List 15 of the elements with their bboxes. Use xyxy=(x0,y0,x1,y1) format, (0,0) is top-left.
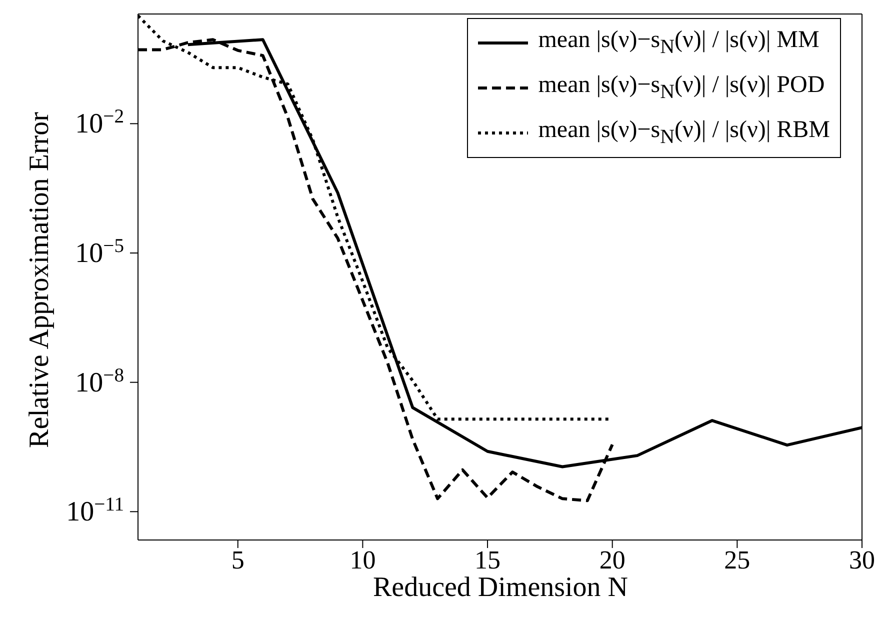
y-tick-label: 10$^{−2}$ xyxy=(75,106,124,140)
legend-label: mean |s(ν)−s$_{N}$(ν)| / |s(ν)| POD xyxy=(538,70,825,105)
y-tick-label: 10$^{−5}$ xyxy=(75,236,124,269)
y-axis-title: Relative Approximation Error xyxy=(24,112,56,448)
y-tick-label: 10$^{−8}$ xyxy=(75,364,124,398)
y-tick-label: 10$^{−11}$ xyxy=(66,494,124,528)
x-tick-label: 10 xyxy=(350,545,376,574)
x-tick-label: 30 xyxy=(849,545,875,574)
x-tick-label: 20 xyxy=(599,545,626,574)
x-axis-title: Reduced Dimension N xyxy=(372,572,628,603)
legend-label: mean |s(ν)−s$_{N}$(ν)| / |s(ν)| MM xyxy=(538,26,820,60)
x-tick-label: 15 xyxy=(474,545,501,574)
x-tick-label: 25 xyxy=(724,545,750,574)
x-tick-label: 5 xyxy=(231,545,244,574)
legend-label: mean |s(ν)−s$_{N}$(ν)| / |s(ν)| RBM xyxy=(538,116,830,150)
